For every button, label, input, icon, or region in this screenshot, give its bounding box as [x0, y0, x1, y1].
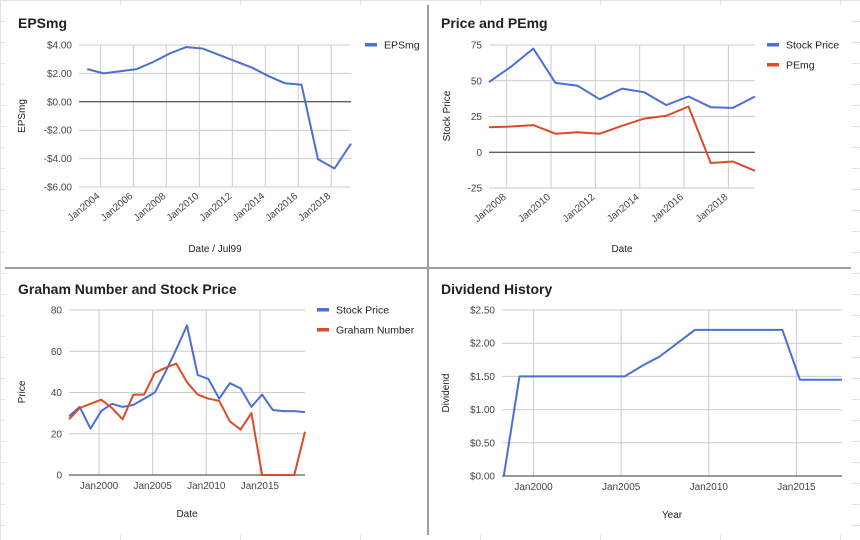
x-tick-label: Jan2016 [264, 191, 301, 224]
y-tick-label: -$6.00 [44, 183, 73, 194]
y-tick-label: $4.00 [47, 41, 72, 52]
legend-label: Graham Number [336, 325, 415, 337]
y-tick-label: -25 [468, 184, 483, 195]
y-tick-label: $1.50 [470, 372, 495, 383]
x-tick-label: Jan2018 [297, 191, 334, 224]
chart-title: Graham Number and Stock Price [18, 281, 237, 297]
y-tick-label: 60 [51, 347, 63, 358]
y-tick-label: 80 [51, 306, 63, 317]
x-axis-label: Year [662, 510, 683, 521]
x-tick-label: Jan2010 [517, 192, 554, 225]
vertical-divider [427, 5, 429, 535]
y-axis-label: Dividend [441, 374, 452, 413]
x-tick-label: Jan2008 [132, 191, 169, 224]
y-tick-label: -$4.00 [44, 154, 73, 165]
x-tick-label: Jan2010 [165, 191, 202, 224]
x-tick-label: Jan2015 [241, 481, 280, 492]
x-tick-label: Jan2012 [198, 191, 235, 224]
y-tick-label: $0.00 [47, 97, 72, 108]
x-tick-label: Jan2004 [66, 191, 103, 224]
legend-label: Stock Price [786, 40, 839, 52]
x-tick-label: Jan2014 [605, 192, 642, 225]
chart-title: Price and PEmg [441, 15, 548, 31]
series-line[interactable] [68, 324, 306, 430]
dividend-history-chart: Dividend History $2.50 $2.00 $1.50 $1.00 $0.5… [441, 281, 842, 521]
y-tick-label: 50 [471, 76, 483, 87]
x-tick-label: Jan2005 [133, 481, 172, 492]
series-line[interactable] [68, 362, 306, 476]
y-tick-label: 20 [51, 429, 63, 440]
x-tick-label: Jan2018 [694, 192, 731, 225]
y-tick-label: 25 [471, 112, 483, 123]
eps-chart-panel[interactable]: EPSmg $4.00 $2.00 $0.00 -$2.00 -$4.00 -$6.00 Ja… [5, 5, 427, 267]
legend-label: PEmg [786, 60, 815, 72]
legend-swatch [767, 63, 779, 67]
x-tick-label: Jan2012 [561, 192, 598, 225]
y-tick-label: 75 [471, 41, 483, 52]
series-line[interactable] [488, 105, 756, 172]
graham-number-chart-panel[interactable]: Graham Number and Stock Price 80 60 40 20 0 Ja… [5, 269, 427, 535]
y-tick-label: $2.00 [47, 69, 72, 80]
legend-swatch [317, 328, 329, 332]
legend-swatch [767, 43, 779, 47]
x-tick-label: Jan2000 [514, 482, 553, 493]
series-line[interactable] [86, 46, 352, 170]
series-line[interactable] [502, 328, 842, 477]
dividend-history-chart-panel[interactable]: Dividend History $2.50 $2.00 $1.50 $1.00 $0.5… [429, 269, 851, 535]
x-tick-label: Jan2014 [231, 191, 268, 224]
eps-chart: EPSmg$4.00$2.00$0.00-$2.00-$4.00-$6.00Ja… [17, 15, 420, 255]
x-axis-label: Date / Jul99 [188, 244, 242, 255]
y-tick-label: 40 [51, 388, 63, 399]
x-tick-label: Jan2006 [99, 191, 136, 224]
y-axis-label: Stock Price [442, 90, 453, 141]
x-tick-label: Jan2005 [602, 482, 641, 493]
x-tick-label: Jan2016 [650, 192, 687, 225]
y-tick-label: 0 [476, 148, 482, 159]
x-axis-label: Date [611, 244, 633, 255]
price-pe-chart-panel[interactable]: Price and PEmg 75 50 25 0 -25 Jan2008 Jan2010 Ja… [429, 5, 851, 267]
chart-title: Dividend History [441, 281, 552, 297]
y-tick-label: $0.50 [470, 438, 495, 449]
legend-label: Stock Price [336, 305, 389, 317]
x-tick-label: Jan2000 [80, 481, 119, 492]
x-tick-label: Jan2010 [187, 481, 226, 492]
series-line[interactable] [488, 47, 756, 109]
y-tick-label: -$2.00 [44, 126, 73, 137]
legend-swatch [317, 308, 329, 312]
y-tick-label: $1.00 [470, 405, 495, 416]
x-tick-label: Jan2008 [472, 192, 509, 225]
graham-number-chart: Graham Number and Stock Price 80 60 40 20 0 Ja… [17, 281, 415, 520]
legend-swatch [365, 43, 377, 47]
y-tick-label: $0.00 [470, 472, 495, 483]
x-tick-label: Jan2015 [777, 482, 816, 493]
x-axis-label: Date [176, 509, 198, 520]
y-axis-label: Price [17, 380, 28, 403]
legend-label: EPSmg [384, 40, 420, 52]
y-axis-label: EPSmg [17, 99, 28, 133]
chart-title: EPSmg [18, 15, 67, 31]
y-tick-label: $2.50 [470, 306, 495, 317]
x-tick-label: Jan2010 [690, 482, 729, 493]
y-tick-label: $2.00 [470, 339, 495, 350]
horizontal-divider [5, 267, 851, 269]
y-tick-label: 0 [56, 471, 62, 482]
